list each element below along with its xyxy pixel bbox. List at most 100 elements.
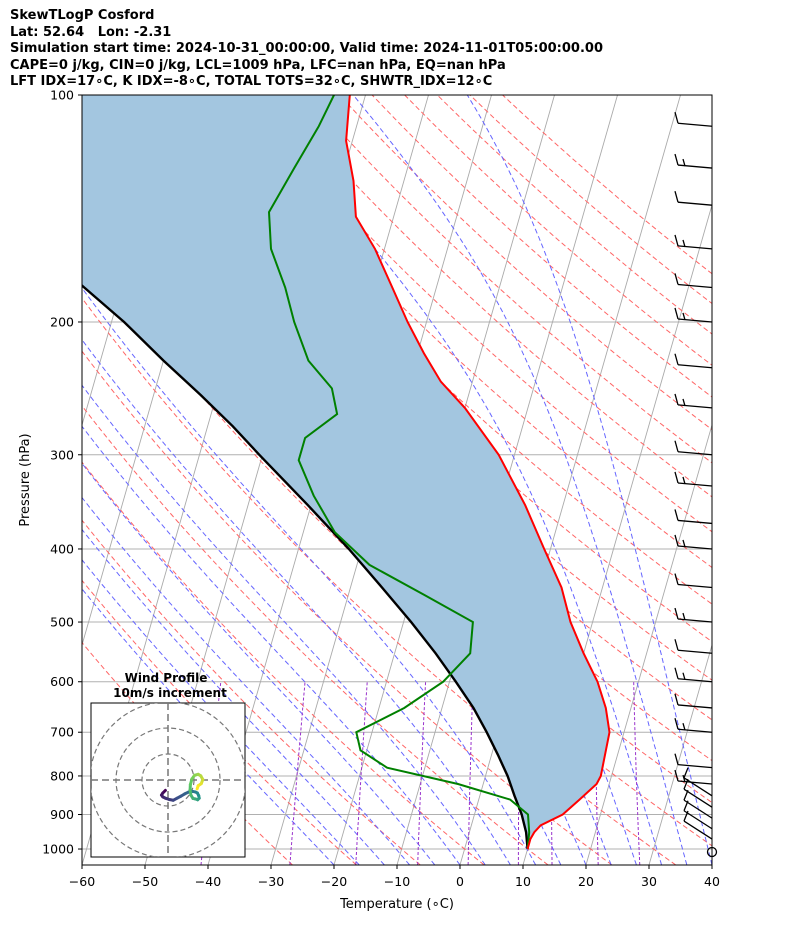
- barb-flag: [674, 153, 679, 166]
- barb-staff: [683, 820, 713, 840]
- cape-shading: [82, 95, 610, 849]
- mixing-ratio-line: [355, 681, 368, 865]
- wind-barb: [674, 112, 713, 127]
- x-tick-label: 20: [578, 874, 594, 889]
- dry-adiabat-line: [82, 405, 549, 865]
- hodograph-subtitle: 10m/s increment: [113, 686, 227, 700]
- barb-flag: [674, 534, 679, 547]
- barb-flag: [674, 667, 679, 679]
- barb-staff: [677, 364, 713, 369]
- wind-barb: [674, 393, 713, 409]
- barb-flag: [674, 607, 679, 620]
- dry-adiabat-line: [436, 95, 712, 335]
- barb-flag: [674, 393, 679, 406]
- barb-staff: [683, 788, 713, 808]
- wind-barb: [674, 234, 713, 250]
- barb-staff: [677, 404, 713, 409]
- barb-flag: [674, 191, 679, 203]
- x-tick-label: 0: [456, 874, 464, 889]
- barb-flag: [682, 539, 686, 548]
- dry-adiabat-line: [339, 95, 712, 431]
- temperature-line: [345, 95, 611, 850]
- chart-title: SkewTLogP Cosford: [10, 8, 155, 23]
- barb-flag: [674, 509, 679, 521]
- barb-staff: [677, 649, 713, 654]
- y-tick-label: 1000: [42, 842, 74, 857]
- indices-line: LFT IDX=17∘C, K IDX=-8∘C, TOTAL TOTS=32∘…: [10, 74, 493, 89]
- barb-staff: [677, 482, 713, 487]
- x-tick-label: −10: [384, 874, 410, 889]
- barb-staff: [677, 201, 713, 206]
- barb-flag: [682, 774, 686, 783]
- x-tick-label: −20: [321, 874, 347, 889]
- wind-barb: [674, 607, 713, 623]
- axes-layer: −60 −50 −40 −30 −20 −10 0 10 20 30 40 1000 900 800 700…: [42, 88, 720, 890]
- dry-adiabat-line: [502, 95, 712, 275]
- moist-adiabat-line: [82, 425, 461, 865]
- barb-flag: [674, 639, 679, 651]
- mixing-ratio-line: [633, 681, 641, 865]
- hodograph-segment: [195, 784, 200, 791]
- wind-barb: [674, 353, 713, 369]
- x-tick-label: −60: [69, 874, 95, 889]
- x-tick-label: 30: [641, 874, 657, 889]
- wind-barb: [674, 534, 713, 550]
- x-tick-label: −40: [195, 874, 221, 889]
- moist-adiabat-line: [82, 528, 385, 865]
- y-tick-label: 300: [50, 447, 74, 462]
- barb-staff: [677, 283, 713, 289]
- moist-adiabat-line: [352, 95, 688, 865]
- barb-staff: [683, 799, 713, 819]
- barb-staff: [677, 545, 713, 550]
- wind-barb: [674, 191, 713, 206]
- barb-staff: [677, 583, 713, 589]
- moist-adiabat-line: [82, 559, 360, 865]
- wind-barb: [674, 509, 713, 525]
- mixing-ratio-line: [467, 681, 474, 865]
- barb-flag: [674, 471, 679, 484]
- wind-barb: [674, 273, 713, 289]
- barb-staff: [677, 122, 713, 127]
- barb-flag: [683, 778, 689, 790]
- wind-barb: [674, 153, 713, 169]
- barb-flag: [682, 476, 686, 485]
- hodograph-plot: [91, 703, 245, 857]
- parcel-profile-line: [82, 283, 529, 850]
- wind-barbs: [674, 112, 718, 858]
- dry-adiabat-line: [371, 95, 712, 398]
- barb-flag: [674, 718, 679, 730]
- mixing-ratio-line: [289, 681, 306, 865]
- isotherm-line: [585, 423, 712, 865]
- barb-staff: [683, 810, 713, 830]
- wind-barb: [674, 639, 713, 654]
- barb-flag: [683, 767, 689, 779]
- wind-barb: [674, 471, 713, 487]
- barb-staff: [683, 777, 713, 797]
- barb-staff: [677, 519, 713, 525]
- hodograph: Wind Profile 10m/s increment: [90, 671, 246, 858]
- y-tick-label: 800: [50, 768, 74, 783]
- hodograph-title: Wind Profile: [125, 671, 208, 685]
- moist-adiabat-line: [246, 95, 663, 865]
- barb-flag: [674, 693, 679, 706]
- x-tick-label: −50: [132, 874, 158, 889]
- data-layer: [82, 95, 611, 850]
- y-tick-label: 500: [50, 615, 74, 630]
- barb-flag: [682, 672, 686, 680]
- moist-adiabat-line: [82, 588, 335, 865]
- barb-flag: [674, 353, 679, 365]
- y-tick-label: 400: [50, 541, 74, 556]
- location-line: Lat: 52.64 Lon: -2.31: [10, 24, 172, 40]
- moist-adiabat-line: [93, 95, 612, 865]
- x-tick-label: −30: [258, 874, 284, 889]
- barb-flag: [674, 769, 679, 782]
- isotherm-line: [711, 863, 712, 865]
- barb-flag: [674, 112, 679, 124]
- barb-staff: [677, 780, 713, 785]
- barb-flag: [674, 307, 679, 320]
- barb-flag: [674, 440, 679, 452]
- barb-flag: [674, 573, 679, 585]
- isotherm-line: [648, 643, 712, 865]
- barb-flag: [682, 612, 686, 621]
